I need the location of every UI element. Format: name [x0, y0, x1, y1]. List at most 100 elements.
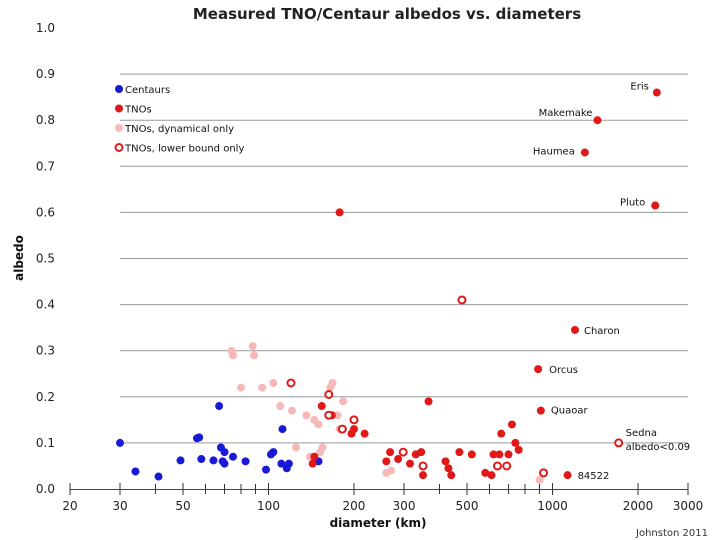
- data-point-tnos-lower-bound-only: [539, 468, 549, 478]
- data-point-centaurs: [277, 459, 286, 468]
- data-point-tnos-lower-bound-only: [502, 461, 512, 471]
- x-axis-label: diameter (km): [330, 516, 427, 530]
- data-point-tnos-dynamical-only: [314, 420, 323, 429]
- annotation-label: albedo<0.09: [626, 442, 691, 453]
- data-point-tnos: [360, 429, 369, 438]
- data-point-tnos: [514, 445, 523, 454]
- data-point-centaurs: [284, 459, 293, 468]
- data-point-tnos: [580, 148, 589, 157]
- x-tick-label: 300: [393, 499, 416, 513]
- data-point-centaurs: [154, 472, 163, 481]
- data-point-tnos-dynamical-only: [229, 351, 238, 360]
- y-tick-label: 0.4: [36, 298, 55, 312]
- data-point-tnos: [536, 406, 545, 415]
- legend-label: TNOs, lower bound only: [124, 144, 244, 155]
- legend-label: Centaurs: [125, 85, 170, 96]
- data-point-tnos-lower-bound-only: [614, 438, 624, 448]
- x-tick-label: 1000: [537, 499, 568, 513]
- data-point-tnos: [424, 397, 433, 406]
- y-tick-label: 0.9: [36, 67, 55, 81]
- data-point-tnos: [467, 450, 476, 459]
- annotation-label: 84522: [578, 471, 610, 482]
- data-point-tnos: [507, 420, 516, 429]
- y-tick-label: 0.1: [36, 436, 55, 450]
- y-tick-label: 0.6: [36, 205, 55, 219]
- data-point-tnos: [417, 448, 426, 457]
- x-tick-label: 200: [343, 499, 366, 513]
- data-point-tnos: [447, 471, 456, 480]
- x-tick-label: 3000: [673, 499, 704, 513]
- data-point-tnos-dynamical-only: [318, 443, 327, 452]
- data-point-tnos: [308, 459, 317, 468]
- y-tick-label: 0.3: [36, 344, 55, 358]
- y-tick-label: 1.0: [36, 21, 55, 35]
- data-point-tnos: [651, 201, 660, 210]
- data-point-tnos-dynamical-only: [269, 378, 278, 387]
- data-point-tnos: [349, 425, 358, 434]
- data-point-tnos: [593, 116, 602, 125]
- data-point-tnos-lower-bound-only: [324, 410, 334, 420]
- legend-marker: [115, 85, 123, 93]
- y-tick-label: 0.5: [36, 252, 55, 266]
- annotation-label: Sedna: [626, 428, 657, 439]
- data-point-centaurs: [116, 438, 125, 447]
- data-point-tnos-dynamical-only: [328, 378, 337, 387]
- x-tick-label: 500: [456, 499, 479, 513]
- legend: Centaurs TNOs TNOs, dynamical only TNOs, lo…: [114, 85, 244, 155]
- data-point-tnos-lower-bound-only: [398, 447, 408, 457]
- data-point-tnos-lower-bound-only: [286, 378, 296, 388]
- data-point-tnos: [481, 468, 490, 477]
- annotation-label: Quaoar: [551, 406, 589, 417]
- y-tick-labels: 0.0 0.1 0.2 0.3 0.4 0.5 0.6 0.7 0.8 0.9 1.0: [36, 21, 55, 496]
- data-point-tnos-dynamical-only: [250, 351, 259, 360]
- data-point-tnos: [511, 438, 520, 447]
- data-point-tnos: [489, 450, 498, 459]
- data-points: [116, 88, 661, 484]
- legend-marker: [115, 124, 123, 132]
- data-point-centaurs: [269, 448, 278, 457]
- data-point-tnos: [335, 208, 344, 217]
- data-point-tnos-dynamical-only: [333, 411, 342, 420]
- x-tick-label: 30: [112, 499, 127, 513]
- annotation-label: Pluto: [620, 197, 645, 208]
- data-point-tnos: [652, 88, 661, 97]
- data-point-centaurs: [215, 402, 224, 411]
- data-point-centaurs: [278, 425, 287, 434]
- annotation-label: Charon: [584, 326, 620, 337]
- annotation-label: Orcus: [549, 365, 578, 376]
- data-point-tnos: [444, 464, 453, 473]
- data-point-tnos-dynamical-only: [387, 466, 396, 475]
- y-tick-label: 0.8: [36, 113, 55, 127]
- annotation-label: Haumea: [533, 146, 575, 157]
- data-point-tnos-lower-bound-only: [492, 461, 502, 471]
- data-point-centaurs: [131, 467, 140, 476]
- x-tick-label: 100: [257, 499, 280, 513]
- y-tick-label: 0.2: [36, 390, 55, 404]
- data-point-tnos-dynamical-only: [292, 443, 301, 452]
- data-point-tnos: [394, 455, 403, 464]
- data-point-tnos: [382, 457, 391, 466]
- chart-title: Measured TNO/Centaur albedos vs. diamete…: [193, 5, 581, 23]
- data-point-tnos: [310, 452, 319, 461]
- data-point-centaurs: [262, 465, 271, 474]
- data-point-tnos-lower-bound-only: [349, 415, 359, 425]
- data-point-centaurs: [197, 455, 206, 464]
- y-tick-label: 0.7: [36, 159, 55, 173]
- data-point-tnos-dynamical-only: [258, 383, 267, 392]
- data-point-centaurs: [209, 456, 218, 465]
- legend-label: TNOs: [124, 105, 152, 116]
- data-point-tnos-lower-bound-only: [457, 295, 467, 305]
- credit-text: Johnston 2011: [635, 528, 708, 539]
- data-point-tnos-lower-bound-only: [337, 424, 347, 434]
- gridlines: [120, 73, 688, 444]
- data-point-centaurs: [220, 459, 229, 468]
- x-tick-labels: 20 30 50 100 200 300 500 1000 2000 3000: [62, 499, 703, 513]
- data-point-tnos: [406, 459, 415, 468]
- legend-marker: [114, 143, 124, 152]
- axes: [69, 483, 689, 495]
- data-point-tnos: [386, 448, 395, 457]
- x-tick-label: 20: [62, 499, 77, 513]
- data-point-tnos-dynamical-only: [276, 402, 285, 411]
- data-point-tnos-dynamical-only: [248, 342, 257, 351]
